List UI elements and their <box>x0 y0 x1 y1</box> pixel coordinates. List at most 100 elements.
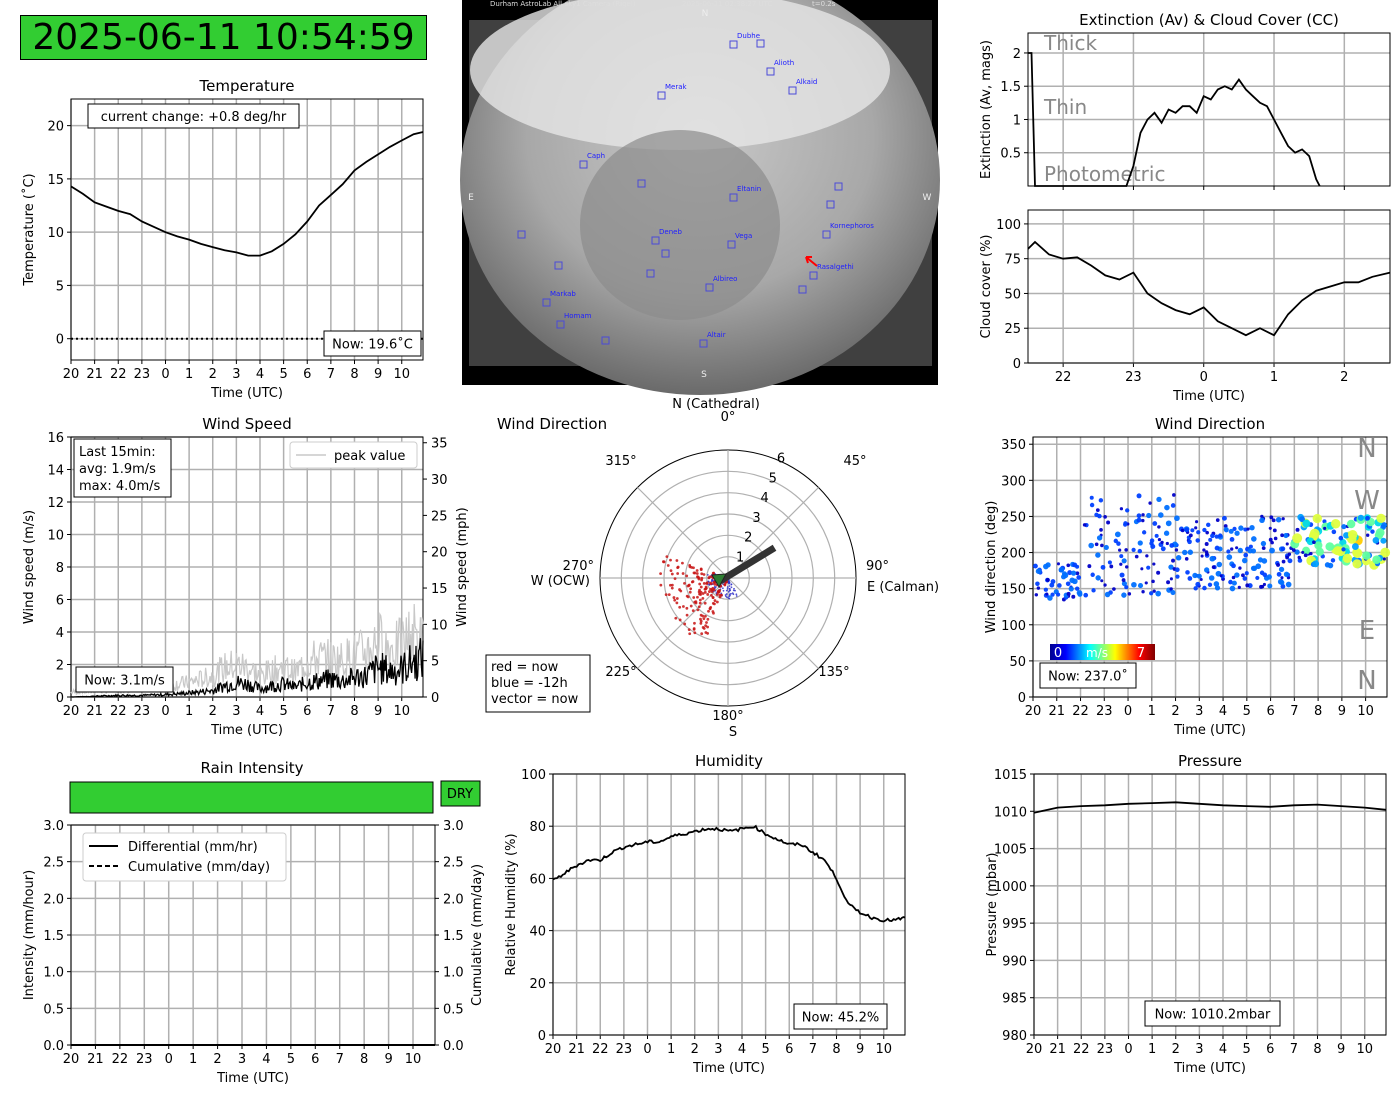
label-west: W (OCW) <box>531 574 590 589</box>
now-point <box>711 610 715 613</box>
x-tick-label: 1 <box>189 1052 197 1067</box>
radial-tick-label: 4 <box>761 491 769 506</box>
sky-glare <box>470 0 890 150</box>
x-tick-label: 20 <box>1026 1042 1043 1057</box>
direction-point <box>1280 584 1286 589</box>
legend-peak-label: peak value <box>334 449 405 464</box>
direction-point <box>1184 527 1190 533</box>
direction-point <box>1241 557 1248 564</box>
x-tick-label: 0 <box>1200 370 1208 385</box>
zone-photometric: Photometric <box>1044 162 1165 186</box>
y-tick-label: 2 <box>56 659 64 674</box>
chart-humidity: 20 21 22 23 0 1 2 3 4 5 6 7 8 9 10020406080100Humidity… <box>504 752 906 1076</box>
direction-point <box>1057 583 1062 588</box>
direction-point <box>1297 555 1301 560</box>
direction-point <box>1232 526 1237 531</box>
direction-point <box>1151 579 1155 584</box>
direction-point <box>1158 512 1164 518</box>
x-tick-label: 8 <box>832 1042 840 1057</box>
past-point <box>727 590 730 593</box>
direction-point <box>1049 582 1055 588</box>
y-tick-label: 2.5 <box>43 856 64 871</box>
angle-label: 90° <box>866 559 889 574</box>
x-tick-label: 7 <box>327 704 335 719</box>
now-point <box>681 572 685 575</box>
x-tick-label: 10 <box>393 367 410 382</box>
y-axis-label: Intensity (mm/hour) <box>22 870 37 1000</box>
star-label: Merak <box>665 83 688 91</box>
clock-display: 2025-06-11 10:54:59 <box>20 15 427 60</box>
radial-tick-label: 5 <box>769 471 777 486</box>
direction-point <box>1157 525 1161 529</box>
direction-point <box>1066 563 1071 568</box>
now-point <box>692 596 696 599</box>
now-point <box>698 601 702 605</box>
past-point <box>728 588 731 590</box>
y-tick-label: 40 <box>529 925 546 940</box>
past-point <box>728 595 731 598</box>
direction-point <box>1116 541 1121 546</box>
x-tick-label: 23 <box>1125 370 1142 385</box>
change-annotation-box <box>87 103 300 129</box>
y-axis-label: Wind direction (deg) <box>984 501 999 634</box>
direction-point <box>1226 549 1231 554</box>
x-tick-label: 22 <box>112 1052 129 1067</box>
angle-label: 270° <box>563 559 594 574</box>
direction-point <box>1196 530 1201 535</box>
cloud-cover-series <box>1027 240 1391 337</box>
now-point <box>665 555 669 559</box>
now-point <box>686 584 690 588</box>
now-point <box>699 568 703 571</box>
direction-point <box>1365 515 1370 521</box>
direction-point <box>1294 549 1300 555</box>
past-point <box>706 573 709 576</box>
direction-point <box>1155 590 1162 597</box>
direction-point <box>1247 548 1253 554</box>
direction-point <box>1243 552 1249 558</box>
past-point <box>724 594 727 596</box>
direction-point <box>1346 519 1356 529</box>
direction-point <box>1043 563 1049 570</box>
direction-point <box>1174 548 1179 552</box>
y-tick-label: 50 <box>1009 655 1026 670</box>
x-tick-label: 6 <box>303 367 311 382</box>
direction-point <box>1312 560 1320 568</box>
now-label-box <box>1039 662 1137 689</box>
past-point <box>732 589 735 592</box>
compass-letter: N <box>1357 666 1376 696</box>
chart-title: Wind Direction <box>1155 415 1265 433</box>
y2-tick-label: 35 <box>431 437 448 452</box>
x-tick-label: 23 <box>136 1052 153 1067</box>
direction-point <box>1287 552 1292 556</box>
y-tick-label: 200 <box>1001 547 1026 562</box>
star-marker <box>657 91 666 100</box>
direction-point <box>1149 538 1155 543</box>
x-tick-label: 8 <box>350 367 358 382</box>
now-point <box>695 572 699 575</box>
past-point <box>721 587 724 590</box>
x-tick-label: 7 <box>1290 1042 1298 1057</box>
now-point <box>701 597 705 600</box>
direction-point <box>1056 562 1060 566</box>
zone-thin: Thin <box>1043 95 1087 119</box>
plot-frame <box>70 436 424 698</box>
speed-colorbar <box>1050 644 1155 660</box>
past-point <box>726 596 728 599</box>
y-axis-label: Cloud cover (%) <box>979 234 994 338</box>
direction-point <box>1302 519 1311 528</box>
direction-point <box>1207 582 1213 587</box>
now-point <box>706 625 709 629</box>
plot-frame <box>70 98 424 361</box>
now-point <box>659 572 662 575</box>
legend-differential: Differential (mm/hr) <box>128 840 258 855</box>
y-tick-label: 100 <box>521 768 546 783</box>
direction-point <box>1241 573 1245 578</box>
direction-point <box>1268 537 1273 542</box>
star-marker <box>729 40 738 49</box>
x-tick-label: 9 <box>374 704 382 719</box>
star-label: Caph <box>587 152 605 160</box>
direction-point <box>1281 517 1285 521</box>
x-tick-label: 22 <box>592 1042 609 1057</box>
direction-point <box>1292 533 1303 544</box>
